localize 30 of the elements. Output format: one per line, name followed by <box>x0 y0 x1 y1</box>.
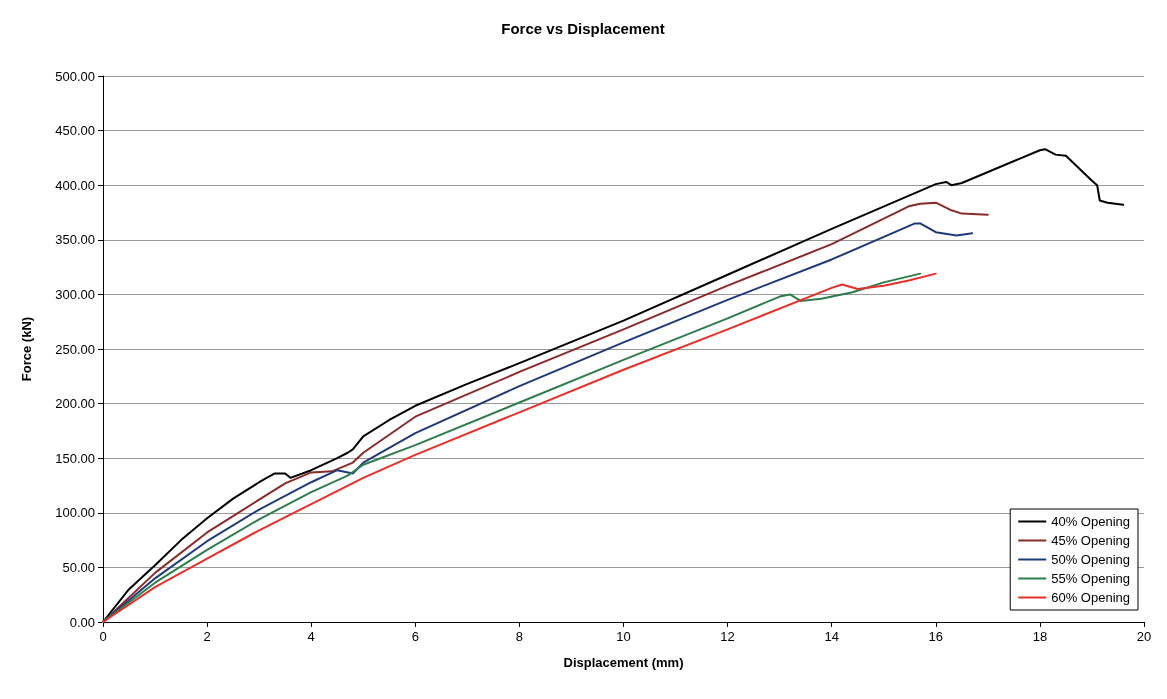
y-tick-label: 450.00 <box>55 123 95 139</box>
x-tick-label: 8 <box>515 629 524 644</box>
legend-label: 50% Opening <box>1051 552 1130 567</box>
x-tick-label: 14 <box>824 629 839 644</box>
y-tick-label: 250.00 <box>55 341 95 357</box>
y-tick-label: 150.00 <box>55 450 95 466</box>
x-tick-label: 0 <box>99 629 107 644</box>
y-tick-label: 300.00 <box>55 286 95 302</box>
legend-label: 55% Opening <box>1051 571 1130 586</box>
x-tick-label: 18 <box>1032 629 1048 644</box>
y-tick-label: 500.00 <box>55 68 95 84</box>
legend-label: 40% Opening <box>1051 514 1130 529</box>
x-tick-label: 6 <box>411 629 419 644</box>
x-tick-label: 12 <box>720 629 735 644</box>
x-tick-label: 2 <box>203 629 211 644</box>
y-tick-label: 50.00 <box>62 559 95 575</box>
x-axis-title: Displacement (mm) <box>563 655 684 670</box>
chart-title: Force vs Displacement <box>501 20 665 37</box>
y-axis-title: Force (kN) <box>19 316 34 382</box>
x-tick-label: 4 <box>307 629 315 644</box>
y-tick-label: 350.00 <box>55 232 95 248</box>
x-tick-label: 16 <box>928 629 944 644</box>
legend-label: 60% Opening <box>1051 590 1130 605</box>
y-tick-label: 200.00 <box>55 396 95 412</box>
legend-label: 45% Opening <box>1051 533 1130 548</box>
y-tick-label: 400.00 <box>55 177 95 193</box>
x-tick-label: 10 <box>616 629 631 644</box>
y-tick-label: 0.00 <box>69 614 95 630</box>
x-tick-label: 20 <box>1136 629 1152 644</box>
y-tick-label: 100.00 <box>55 505 95 521</box>
